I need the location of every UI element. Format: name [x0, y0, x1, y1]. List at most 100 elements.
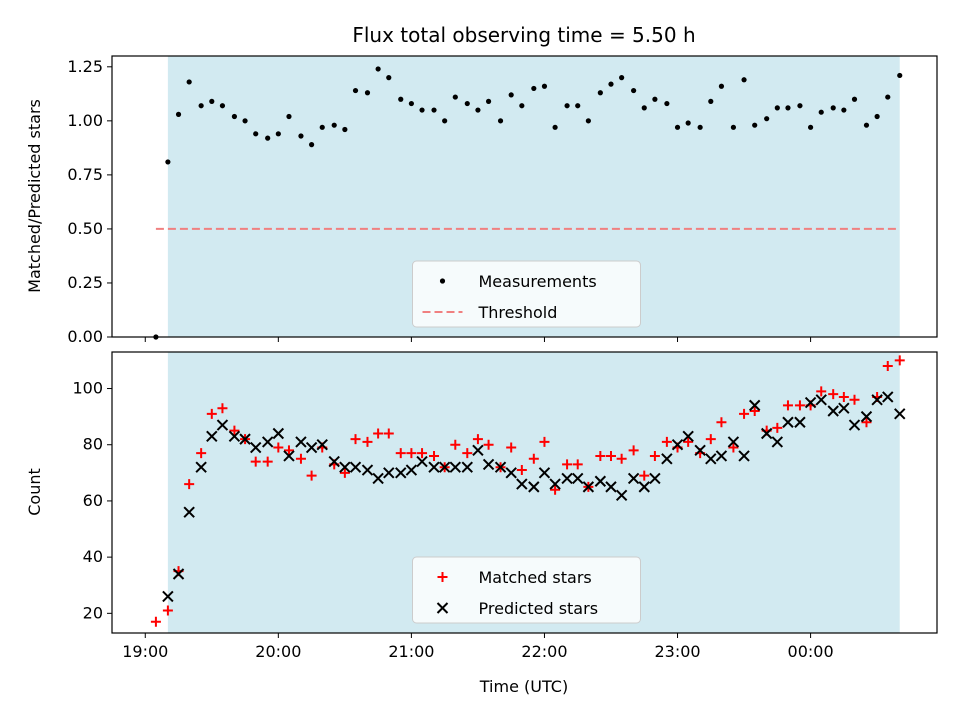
measurement-point — [541, 83, 548, 89]
measurement-point — [708, 98, 714, 104]
measurement-point — [608, 81, 614, 87]
predicted-star-point — [549, 478, 561, 490]
y-tick-label: 40 — [83, 547, 103, 566]
matched-star-point — [483, 439, 494, 450]
matched-star-point — [450, 439, 461, 450]
matched-star-point — [716, 417, 727, 428]
axes-frame-top — [111, 55, 938, 338]
measurement-point — [564, 103, 570, 109]
legend-label: Threshold — [478, 303, 558, 322]
measurement-point — [818, 109, 824, 115]
measurement-point — [575, 103, 581, 109]
matched-star-point — [383, 428, 394, 439]
predicted-star-point — [316, 439, 328, 451]
predicted-star-point — [582, 481, 595, 493]
predicted-star-point — [250, 441, 262, 454]
measurement-point — [231, 113, 238, 120]
measurement-point — [585, 118, 591, 124]
measurement-point — [697, 124, 703, 130]
predicted-star-point — [894, 408, 906, 420]
matched-star-point — [350, 434, 361, 445]
y-tick-label: 60 — [83, 491, 103, 510]
predicted-star-point — [305, 441, 318, 454]
matched-star-point — [749, 406, 760, 417]
legend-bottom: Matched stars Predicted stars — [412, 556, 641, 624]
y-tick-label: 0.00 — [67, 327, 103, 346]
predicted-star-point — [516, 478, 528, 490]
matched-star-point — [306, 470, 317, 481]
panel-top: 0.00 0.25 0.50 0.75 1.00 1.25 Measurements Thre… — [67, 55, 938, 346]
measurement-point — [408, 100, 414, 107]
measurement-point — [298, 133, 304, 139]
measurement-point — [752, 122, 758, 128]
legend-label: Matched stars — [479, 568, 592, 587]
matched-star-point — [828, 389, 839, 400]
predicted-star-point — [561, 472, 573, 485]
matched-star-point — [417, 448, 428, 459]
series-top-0 — [153, 66, 903, 340]
predicted-star-point — [705, 453, 717, 465]
predicted-star-point — [416, 455, 428, 468]
matched-star-point — [782, 400, 793, 411]
predicted-star-point — [671, 439, 684, 451]
measurement-point — [597, 90, 603, 96]
matched-star-point — [429, 450, 440, 461]
matched-star-point — [229, 425, 240, 436]
y-tick-label: 1.25 — [67, 57, 103, 76]
predicted-star-point — [649, 472, 661, 485]
y-axis-label-top: Matched/Predicted stars — [25, 99, 44, 293]
legend-marker — [439, 278, 446, 284]
measurement-point — [641, 105, 647, 111]
measurement-point — [730, 124, 737, 130]
matched-star-point — [506, 442, 517, 453]
measurement-point — [342, 126, 348, 133]
predicted-star-point — [827, 405, 839, 417]
matched-star-point — [882, 361, 893, 372]
measurement-point — [431, 107, 437, 113]
matched-star-point — [217, 403, 228, 414]
predicted-star-point — [882, 391, 894, 403]
predicted-star-point — [782, 416, 794, 428]
measurement-point — [275, 131, 281, 137]
predicted-star-point — [615, 489, 628, 502]
measurement-point — [398, 96, 404, 102]
measurement-point — [308, 142, 315, 148]
matched-star-point — [472, 434, 483, 445]
measurement-point — [830, 105, 836, 111]
matched-star-point — [262, 456, 273, 467]
x-tick-label: 22:00 — [521, 642, 567, 661]
matched-star-point — [550, 484, 561, 495]
predicted-star-point — [239, 433, 251, 445]
measurement-point — [863, 122, 870, 128]
matched-star-point — [616, 453, 627, 464]
measurement-point — [253, 131, 259, 137]
y-tick-label: 80 — [83, 435, 103, 454]
predicted-star-point — [804, 396, 817, 409]
predicted-star-point — [172, 568, 185, 580]
measurement-point — [631, 87, 637, 94]
predicted-star-point — [162, 590, 174, 603]
matched-star-point — [162, 605, 173, 616]
predicted-star-point — [638, 481, 650, 493]
measurement-point — [198, 103, 204, 109]
predicted-star-point — [339, 461, 351, 473]
measurement-point — [674, 124, 681, 130]
predicted-star-point — [794, 416, 806, 428]
matched-star-point — [283, 445, 294, 456]
matched-star-point — [649, 450, 660, 461]
predicted-star-point — [871, 394, 883, 406]
measurement-point — [375, 66, 381, 72]
legend-top: Measurements Threshold — [412, 260, 641, 328]
predicted-star-point — [738, 450, 750, 462]
matched-star-point — [150, 616, 161, 627]
legend-box — [412, 556, 641, 624]
x-tick-label: 23:00 — [654, 642, 700, 661]
predicted-star-point — [461, 461, 473, 473]
legend-label: Predicted stars — [479, 599, 599, 618]
x-tick-label: 21:00 — [388, 642, 434, 661]
predicted-star-point — [838, 402, 850, 414]
measurement-point — [165, 159, 171, 165]
predicted-star-point — [283, 450, 295, 462]
measurement-point — [531, 85, 537, 92]
legend-marker — [436, 602, 449, 614]
